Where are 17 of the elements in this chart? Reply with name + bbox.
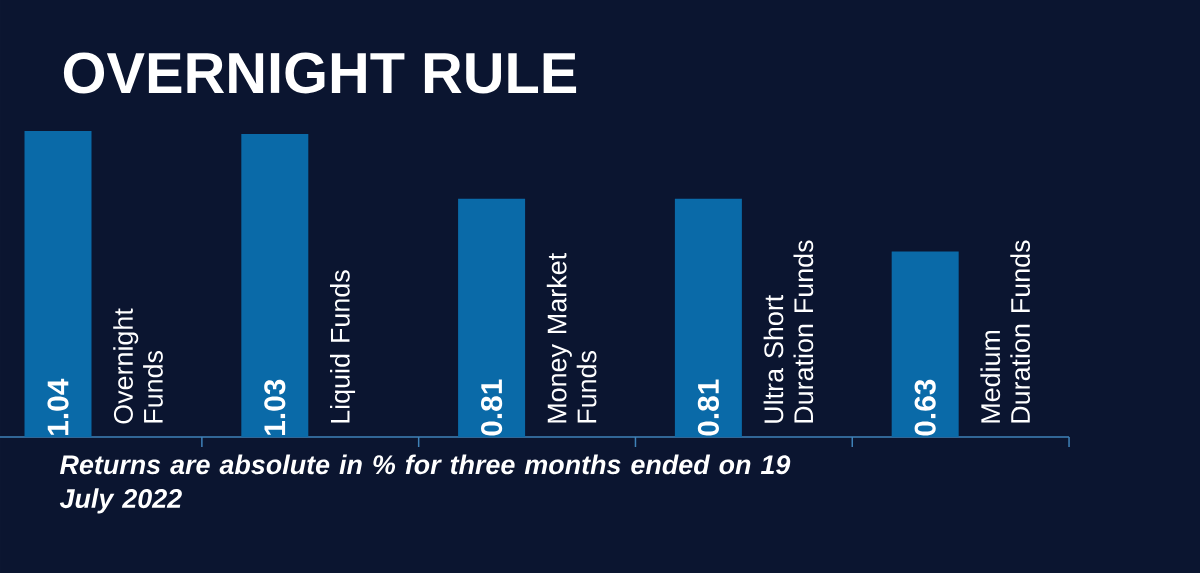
data-label: 1.03 xyxy=(264,379,286,435)
x-tick-label: Liquid Funds xyxy=(330,270,356,423)
data-label: 0.63 xyxy=(914,379,936,436)
bar xyxy=(458,198,526,437)
x-tick-label: Ultra Short Duration Funds xyxy=(763,240,814,423)
data-label: 1.04 xyxy=(47,378,69,435)
bar xyxy=(241,133,309,437)
bar xyxy=(674,198,742,437)
chart-title: OVERNIGHT RULE xyxy=(63,52,577,94)
x-tick-label: Overnight Funds xyxy=(113,308,163,424)
text: Returns are absolute in % for three months ended on 19 July 2022 xyxy=(59,454,791,514)
x-tick-label: Money Market Funds xyxy=(546,253,597,423)
data-label: 0.81 xyxy=(481,379,503,436)
x-tick-label: Medium Duration Funds xyxy=(980,240,1031,423)
bar xyxy=(891,251,959,437)
data-label: 0.81 xyxy=(697,379,719,436)
bar xyxy=(24,130,92,437)
